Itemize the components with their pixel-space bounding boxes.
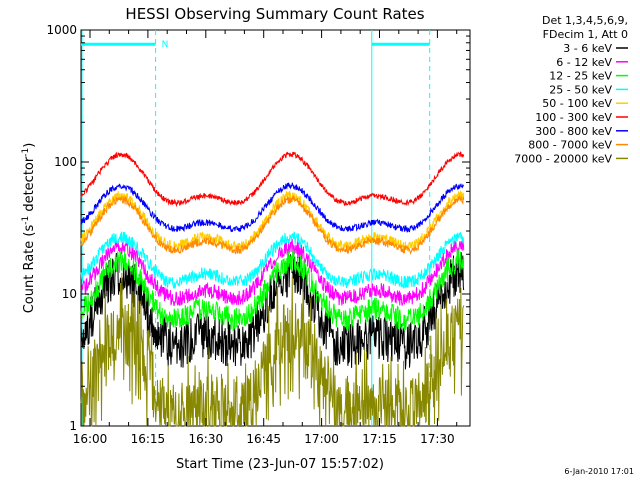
- y-tick-label-1: 1: [69, 419, 77, 433]
- chart-title: HESSI Observing Summary Count Rates: [125, 5, 424, 23]
- x-tick-label-1: 16:00: [73, 432, 108, 446]
- y-tick-label-3: 100: [54, 155, 77, 169]
- series-line-3: [80, 249, 465, 332]
- series-line-8: [80, 195, 465, 256]
- x-tick-label-3: 16:30: [189, 432, 224, 446]
- legend-header-line-2: FDecim 1, Att 0: [543, 28, 628, 41]
- series-layer: [80, 151, 465, 428]
- tick-layer: 1 10 100 1000 16:00 16:15 16:30 16:45 17:00 17:15…: [46, 23, 470, 446]
- legend-label-4: 25 - 50 keV: [549, 83, 612, 96]
- series-line-7: [80, 182, 465, 233]
- y-tick-label-4: 1000: [46, 23, 77, 37]
- legend: Det 1,3,4,5,6,9, FDecim 1, Att 0 3 - 6 k…: [514, 14, 628, 165]
- series-line-6: [80, 151, 465, 208]
- annotation-layer: N: [81, 30, 431, 426]
- series-line-1: [80, 251, 465, 370]
- legend-label-8: 800 - 7000 keV: [528, 139, 612, 152]
- plot-frame: [80, 29, 471, 427]
- series-line-9: [80, 272, 465, 428]
- y-tick-label-2: 10: [62, 287, 77, 301]
- x-tick-label-2: 16:15: [131, 432, 166, 446]
- legend-label-3: 12 - 25 keV: [549, 70, 612, 83]
- x-tick-label-4: 16:45: [246, 432, 281, 446]
- series-line-4: [80, 231, 465, 290]
- x-axis-label: Start Time (23-Jun-07 15:57:02): [176, 457, 384, 472]
- legend-label-5: 50 - 100 keV: [542, 97, 612, 110]
- plot-area: N 1 10 100 1000 16:00 16:15 16:30 16:45 17:00 17:…: [46, 23, 471, 446]
- footer-timestamp: 6-Jan-2010 17:01: [564, 467, 634, 476]
- legend-header-line-1: Det 1,3,4,5,6,9,: [542, 14, 628, 27]
- x-tick-label-5: 17:00: [304, 432, 339, 446]
- series-line-2: [81, 238, 465, 307]
- y-axis-label: Count Rate (s-1 detector-1): [21, 143, 37, 314]
- x-tick-label-7: 17:30: [420, 432, 455, 446]
- flag-label: N: [162, 40, 169, 50]
- legend-label-9: 7000 - 20000 keV: [514, 152, 612, 165]
- legend-label-6: 100 - 300 keV: [535, 111, 612, 124]
- legend-label-2: 6 - 12 keV: [556, 56, 612, 69]
- legend-label-7: 300 - 800 keV: [535, 125, 612, 138]
- legend-label-1: 3 - 6 keV: [563, 42, 612, 55]
- x-tick-label-6: 17:15: [362, 432, 397, 446]
